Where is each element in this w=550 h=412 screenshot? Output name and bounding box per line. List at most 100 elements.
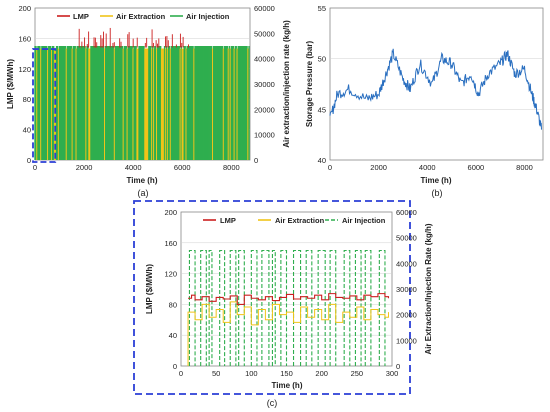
panel-a-y-tick-label: 40	[23, 126, 31, 135]
panel-b-y-tick-label: 40	[318, 156, 326, 165]
air-injection-pulse	[280, 249, 288, 366]
panel-a-y-tick-label: 0	[27, 156, 31, 165]
panel-c-y-tick-label: 0	[173, 362, 177, 371]
panel-a-y2-tick-label: 50000	[254, 29, 275, 38]
panel-c-y2-tick-label: 60000	[396, 208, 417, 217]
panel-a-x-tick-label: 8000	[223, 163, 240, 172]
panel-a-highlight-box	[32, 48, 57, 163]
panel-c-x-tick-label: 50	[212, 369, 220, 378]
panel-a-caption: (a)	[138, 188, 149, 198]
panel-c-y-tick-label: 120	[164, 270, 177, 279]
panel-a-y2-tick-label: 10000	[254, 131, 275, 140]
air-injection-pulse	[219, 249, 226, 366]
panel-c-legend: LMP Air Extraction Air Injection	[203, 216, 386, 225]
air-injection-pulse	[354, 249, 362, 366]
legend-air-injection-label: Air Injection	[186, 12, 230, 21]
panel-c-lmp-line	[188, 293, 390, 305]
panel-c-x-ticks: 0 50 100 150 200 250 300	[179, 369, 398, 378]
panel-a-y-tick-label: 200	[18, 4, 31, 13]
panel-a-y-axis-label: LMP ($/MWh)	[6, 59, 15, 109]
panel-c-y-axis-label: LMP ($/MWh)	[145, 264, 154, 314]
panel-c-y-tick-label: 160	[164, 239, 177, 248]
panel-a-series	[34, 46, 250, 160]
panel-a-x-tick-label: 6000	[174, 163, 191, 172]
panel-b: 40 45 50 55 0 2000 4000 6000 8000 Storage Press…	[305, 4, 544, 198]
air-injection-pulse	[317, 249, 326, 366]
panel-a-y2-tick-label: 20000	[254, 105, 275, 114]
panel-a-legend: LMP Air Extraction Air Injection	[57, 12, 230, 21]
panel-b-caption: (b)	[432, 188, 443, 198]
panel-b-y-tick-label: 50	[318, 55, 326, 64]
panel-c-highlight-frame	[133, 200, 411, 395]
panel-a-x-axis-label: Time (h)	[127, 176, 158, 185]
air-injection-pulse	[329, 249, 337, 366]
panel-b-y-tick-label: 45	[318, 105, 326, 114]
panel-c-x-tick-label: 250	[351, 369, 364, 378]
panel-b-x-axis-label: Time (h)	[421, 176, 452, 185]
air-injection-pulse	[378, 249, 386, 366]
panel-b-x-ticks: 0 2000 4000 6000 8000	[328, 163, 533, 172]
panel-c-x-tick-label: 150	[280, 369, 293, 378]
panel-a-x-tick-label: 2000	[76, 163, 93, 172]
air-injection-pulse	[364, 249, 372, 366]
panel-c-y-tick-label: 200	[164, 208, 177, 217]
air-injection-pulse	[188, 249, 196, 366]
air-injection-pulse	[200, 249, 207, 366]
panel-a-x-ticks: 0 2000 4000 6000 8000	[33, 163, 240, 172]
panel-a-y-tick-label: 160	[18, 34, 31, 43]
air-injection-pulse	[305, 249, 313, 366]
panel-a-y-tick-label: 120	[18, 65, 31, 74]
panel-c-x-axis-label: Time (h)	[272, 381, 303, 390]
panel-c-y-ticks: 0 40 80 120 160 200	[164, 208, 177, 371]
air-injection-pulse	[261, 249, 270, 366]
panel-a-y-tick-label: 80	[23, 95, 31, 104]
panel-b-storage-pressure-line	[329, 48, 542, 130]
panel-a-y2-ticks: 0 10000 20000 30000 40000 50000 60000	[254, 4, 275, 165]
panel-b-x-tick-label: 8000	[516, 163, 533, 172]
panel-a-lmp-series	[78, 27, 189, 48]
air-injection-pulse	[343, 249, 351, 366]
legend-lmp-label: LMP	[220, 216, 236, 225]
panel-a-x-tick-label: 4000	[125, 163, 142, 172]
panel-a-y2-tick-label: 30000	[254, 80, 275, 89]
panel-a-y2-tick-label: 0	[254, 156, 258, 165]
legend-air-extraction-label: Air Extraction	[275, 216, 325, 225]
panel-b-x-tick-label: 2000	[370, 163, 387, 172]
panel-a-x-tick-label: 0	[33, 163, 37, 172]
panel-c-y2-tick-label: 10000	[396, 336, 417, 345]
panel-c-air-injection-series	[188, 249, 386, 366]
panel-c-y2-ticks: 0 10000 20000 30000 40000 50000 60000	[396, 208, 417, 371]
panel-b-x-tick-label: 0	[328, 163, 332, 172]
panel-b-y-axis-label: Storage Pressure (bar)	[305, 41, 314, 128]
panel-c-x-tick-label: 300	[386, 369, 399, 378]
legend-lmp-label: LMP	[73, 12, 89, 21]
panel-c-air-extraction-line	[187, 301, 389, 366]
panel-c-x-tick-label: 100	[245, 369, 258, 378]
panel-c-y-tick-label: 80	[169, 300, 177, 309]
panel-a-y2-tick-label: 40000	[254, 55, 275, 64]
panel-c-y2-tick-label: 50000	[396, 234, 417, 243]
panel-c-y2-tick-label: 30000	[396, 285, 417, 294]
panel-b-plot-area	[329, 7, 544, 161]
panel-b-y-ticks: 40 45 50 55	[318, 4, 326, 165]
panel-a-y-ticks: 0 40 80 120 160 200	[18, 4, 31, 165]
legend-air-injection-label: Air Injection	[342, 216, 386, 225]
panel-c-y2-tick-label: 40000	[396, 259, 417, 268]
panel-b-gridlines	[330, 58, 543, 110]
panel-c-y2-tick-label: 0	[396, 362, 400, 371]
panel-a-y2-tick-label: 60000	[254, 4, 275, 13]
panel-b-y-tick-label: 55	[318, 4, 326, 13]
panel-c-y2-axis-label: Air Extraction/Injection Rate (kg/h)	[424, 223, 433, 354]
legend-air-extraction-label: Air Extraction	[116, 12, 166, 21]
panel-b-x-tick-label: 6000	[468, 163, 485, 172]
panel-c-x-tick-label: 0	[179, 369, 183, 378]
panel-c-x-tick-label: 200	[315, 369, 328, 378]
panel-c-caption: (c)	[267, 398, 278, 408]
panel-c-y-tick-label: 40	[169, 331, 177, 340]
panel-b-x-tick-label: 4000	[419, 163, 436, 172]
air-injection-pulse	[238, 249, 245, 366]
panel-a-y2-axis-label: Air extraction/injection rate (kg/h)	[282, 20, 291, 148]
